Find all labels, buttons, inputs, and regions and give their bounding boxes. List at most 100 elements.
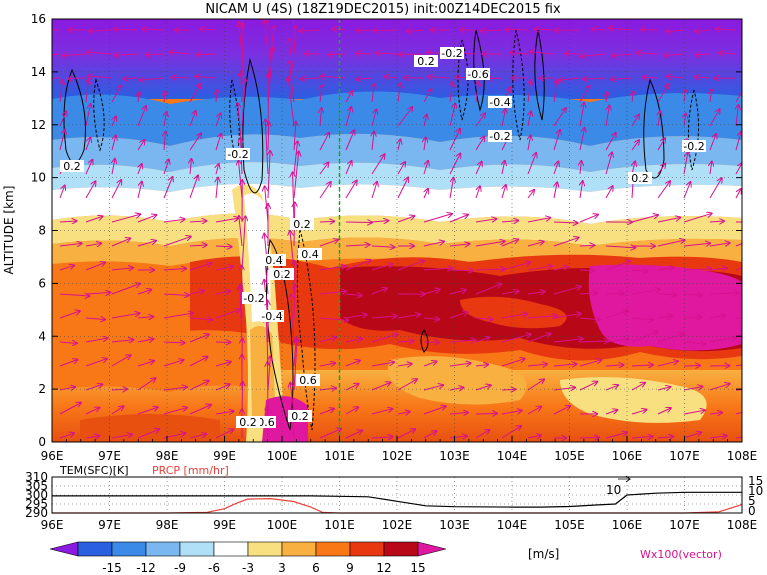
wind-vector: [657, 316, 672, 318]
wind-vector: [294, 26, 296, 55]
wind-vector: [171, 77, 191, 78]
wind-vector: [580, 181, 583, 199]
wind-vector: [683, 213, 712, 223]
wind-vector: [423, 318, 439, 319]
surface-panel: TEM(SFC)[K] PRCP [mm/hr] 10 310305300295…: [25, 464, 763, 532]
wind-vector: [59, 112, 66, 127]
x-tick-label: 101E: [324, 449, 355, 463]
wind-vector: [709, 412, 722, 414]
wind-vector: [710, 89, 712, 103]
wind-vector: [423, 161, 428, 175]
wind-vector: [85, 436, 99, 438]
wind-vector: [163, 237, 191, 247]
wind-vector: [501, 221, 518, 222]
wind-vector: [291, 294, 295, 343]
contour-label: 0.2: [273, 268, 291, 281]
colorbar-swatch: [77, 541, 113, 557]
wind-vector: [657, 84, 668, 103]
contour-label-bg: [440, 47, 464, 59]
wind-vector: [137, 317, 153, 318]
wind-vector: [290, 383, 295, 415]
wind-vector: [164, 112, 166, 127]
wind-vector: [657, 164, 665, 175]
wind-vector: [52, 53, 61, 56]
wind-vector: [605, 152, 612, 175]
wind-vector: [579, 318, 600, 320]
wind-vector: [267, 26, 274, 79]
wind-vector: [371, 382, 390, 391]
wind-vector: [345, 260, 371, 271]
wind-vector: [59, 403, 81, 415]
bottom-x-tick-label: 108E: [727, 518, 758, 532]
colorbar-label: 15: [410, 561, 425, 575]
wind-vector: [475, 136, 484, 151]
wind-vector: [264, 19, 269, 55]
contour-label-bg: [262, 254, 286, 266]
wind-vector: [137, 378, 155, 391]
wind-vector: [371, 246, 394, 247]
wind-vector: [241, 79, 245, 127]
wind-vector: [241, 216, 245, 271]
wind-vector: [683, 342, 705, 344]
colorbar-swatch: [49, 541, 79, 557]
wind-vector: [475, 284, 501, 295]
wind-vector: [709, 221, 724, 222]
wind-vector: [449, 215, 468, 223]
wind-vector: [345, 130, 354, 151]
wind-vector: [605, 410, 617, 415]
y-tick-label: 6: [38, 276, 46, 290]
wind-vector: [319, 409, 334, 415]
wind-vector: [59, 265, 74, 271]
wind-vector: [111, 355, 131, 367]
wind-vector: [111, 180, 121, 199]
y-tick-label: 14: [31, 65, 46, 79]
wind-vector: [289, 39, 295, 79]
wind-vector: [481, 30, 503, 31]
wind-vector: [527, 334, 551, 343]
wind-vector: [189, 176, 198, 199]
wind-vector: [501, 359, 525, 367]
wind-vector: [345, 161, 351, 175]
wind-vector: [583, 78, 607, 79]
contour-label-bg: [288, 410, 312, 422]
wind-vector: [501, 426, 521, 439]
wind-vector: [242, 23, 243, 79]
wind-vector: [423, 431, 436, 439]
wind-vector: [345, 430, 362, 439]
wind-vector: [476, 81, 479, 103]
wind-vector: [215, 384, 230, 391]
wind-vector: [709, 436, 727, 438]
wind-vector: [606, 92, 607, 103]
wind-vector: [475, 269, 505, 270]
bottom-right-tick-label: 10: [748, 484, 763, 498]
wind-vector: [527, 242, 544, 247]
wind-vector: [189, 221, 206, 222]
bottom-annotation: 10: [606, 483, 621, 497]
wind-vector: [423, 268, 452, 270]
wind-vector: [294, 285, 295, 319]
wind-vector: [86, 52, 113, 54]
wind-vector: [215, 218, 239, 223]
wind-vector: [735, 340, 742, 343]
wind-vector: [664, 54, 685, 55]
colorbar-swatch: [281, 541, 317, 557]
wind-vector: [138, 164, 142, 175]
bottom-x-tick-label: 103E: [439, 518, 470, 532]
wind-vector: [709, 338, 736, 343]
wind-vector: [612, 54, 633, 56]
wind-vector: [611, 78, 633, 79]
contour-label-bg: [290, 218, 314, 230]
wind-vector: [475, 337, 489, 343]
bottom-right-tick-label: 5: [748, 494, 756, 508]
wind-vector: [449, 412, 468, 414]
wind-vector: [631, 215, 658, 223]
wind-vector: [189, 263, 211, 271]
contour-label: 0.2: [417, 55, 435, 68]
wind-vector: [85, 408, 99, 415]
wind-vector: [169, 52, 191, 54]
wind-vector: [163, 387, 187, 390]
contour-label: -0.2: [243, 292, 264, 305]
bottom-x-tick-label: 104E: [497, 518, 528, 532]
wind-vector: [527, 266, 552, 271]
wind-vector: [657, 181, 670, 199]
